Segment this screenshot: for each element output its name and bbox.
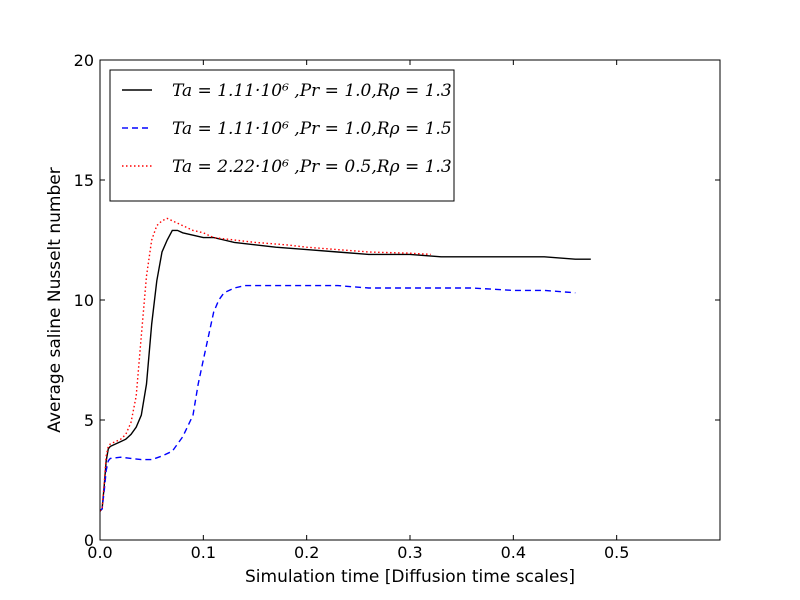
x-tick-label: 0.0 — [87, 543, 112, 562]
x-tick-label: 0.5 — [604, 543, 629, 562]
x-tick-label: 0.2 — [294, 543, 319, 562]
y-tick-label: 0 — [84, 531, 94, 550]
legend-label-3: Ta = 2.22·10⁶ ,Pr = 0.5,Rρ = 1.3 — [172, 157, 452, 177]
y-tick-label: 5 — [84, 411, 94, 430]
series-line-3 — [99, 217, 431, 512]
plot-frame — [99, 59, 721, 541]
y-tick-label: 10 — [74, 291, 94, 310]
y-tick-label: 15 — [74, 171, 94, 190]
legend: Ta = 1.11·10⁶ ,Pr = 1.0,Rρ = 1.3 Ta = 1.1… — [109, 69, 455, 202]
x-tick-label: 0.3 — [397, 543, 422, 562]
x-tick-label: 0.4 — [501, 543, 526, 562]
series-line-1 — [99, 229, 591, 512]
legend-label-1: Ta = 1.11·10⁶ ,Pr = 1.0,Rρ = 1.3 — [172, 81, 452, 101]
legend-label-2: Ta = 1.11·10⁶ ,Pr = 1.0,Rρ = 1.5 — [172, 119, 452, 139]
series-line-2 — [99, 284, 576, 512]
legend-box — [109, 69, 455, 202]
y-tick-label: 20 — [74, 51, 94, 70]
axis-ticks: 0.0 0.1 0.2 0.3 0.4 0.5 0 5 10 15 20 — [74, 51, 720, 562]
x-axis-label: Simulation time [Diffusion time scales] — [245, 567, 575, 587]
x-tick-label: 0.1 — [191, 543, 216, 562]
plot-lines — [99, 217, 591, 512]
y-axis-label: Average saline Nusselt number — [45, 167, 65, 432]
